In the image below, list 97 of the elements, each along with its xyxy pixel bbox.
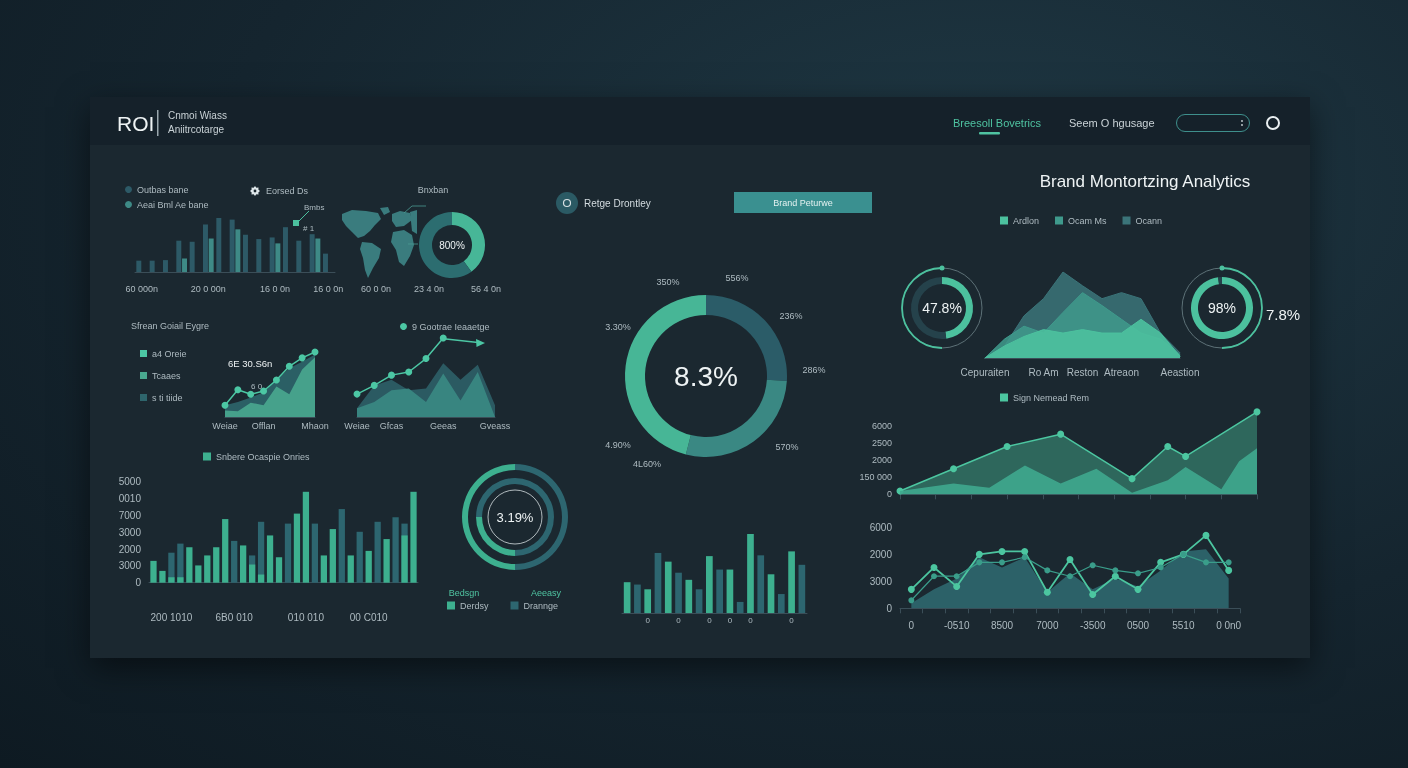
text: 236% [779,311,803,321]
chart-title: Brand Montortzing Analytics [1039,171,1251,191]
text: 286% [802,365,826,375]
text: 4L60% [632,459,662,469]
x-tick-label: Gveass [479,420,511,431]
text: 60 0 0n [360,284,392,294]
text: Seem O hgusage [1069,116,1155,129]
text: 3.19% [496,509,534,525]
text: 2500 [871,437,892,448]
annotation: 6E 30.S6n [228,357,273,369]
legend-label: Drannge [523,600,559,611]
x-tick-label: Atreaon [1103,366,1140,378]
text: 7.8% [1265,305,1301,323]
text: ROI [117,111,155,135]
legend-label: Sign Nemead Rem [1013,392,1090,403]
text: 0 [135,577,142,589]
text: 6000 [871,420,892,431]
x-tick-label: 200 1010 [150,612,193,624]
legend-label: Aeai Bml Ae bane [137,199,209,210]
text: Breesoll Bovetrics [953,116,1042,129]
text: 5000 [118,476,142,488]
text: Bmbs [304,202,325,212]
x-tick-label: Offlan [251,420,276,431]
data-label: 47.8% [922,300,962,316]
x-tick-label: 0 [707,615,713,625]
x-tick-label: Cepuraiten [960,366,1010,378]
text: 3000 [118,526,142,538]
x-tick-label: 00 C010 [349,612,389,624]
x-tick-label: 0 [748,615,754,625]
x-tick-label: 0500 [1126,619,1150,631]
x-tick-label: 0 [676,615,682,625]
x-tick-label: 16 0 0n [313,283,344,294]
x-tick-label: 0 [908,619,915,631]
text: 4.90% [605,440,631,450]
x-tick-label: 0 0n0 [1216,619,1242,631]
text: 556% [725,273,749,283]
text: 6000 [869,521,893,533]
text: 0 [886,602,893,614]
text: Aniitrcotarge [168,124,225,135]
text: 56 4 0n [470,284,502,294]
annotation: 6 0 [251,381,263,391]
x-tick-label: 5510 [1172,619,1195,631]
x-tick-label: Weiae [344,420,370,431]
text: 8.3% [674,360,738,392]
x-tick-label: 010 010 [287,612,325,624]
text: 150 000 [859,472,892,483]
x-tick-label: Weiae [212,420,238,431]
x-tick-label: 8500 [990,619,1014,631]
x-tick-label: Reston [1066,366,1099,378]
legend-label: a4 Oreie [152,348,187,359]
x-tick-label: 0 [727,615,733,625]
x-tick-label: 16 0 0n [259,283,291,294]
x-tick-label: Gfcas [379,420,404,431]
legend-label: Snbere Ocaspie Onries [216,451,311,462]
text: 2000 [871,455,892,465]
text: 2000 [118,543,142,555]
text: Aeeasy [530,588,562,598]
x-tick-label: 0 [789,615,795,625]
x-tick-label: 6B0 010 [215,612,254,624]
text: 23 4 0n [413,284,445,294]
x-tick-label: Geeas [429,420,457,431]
chart-title: Retge Drontley [584,197,651,209]
text: 570% [775,442,799,452]
legend-label: s ti tiide [152,392,183,403]
text: 2000 [869,548,893,560]
text: 3.30% [605,322,631,332]
text: Eorsed Ds [266,186,309,196]
x-tick-label: 0 [645,615,651,625]
text: 7000 [118,509,142,521]
x-tick-label: -0510 [943,619,970,631]
legend-label: Ocam Ms [1068,215,1108,226]
legend-label: Outbas bane [137,184,189,195]
x-tick-label: 60 000n [125,283,158,294]
x-tick-label: 7000 [1036,619,1059,631]
chart-title: Sfrean Goiail Eygre [131,321,210,331]
x-tick-label: -3500 [1079,619,1106,631]
legend-label: Tcaaes [152,370,182,381]
text: 0010 [118,493,142,504]
x-tick-label: Mhaon [301,420,329,431]
legend-label: Ocann [1135,215,1163,226]
text: 0 [886,489,892,500]
x-tick-label: Aeastion [1160,366,1200,378]
text: Bedsgn [448,588,480,598]
text: 350% [656,277,680,287]
x-tick-label: Ro Am [1028,366,1059,378]
text: Cnmoi Wiass [168,110,227,121]
x-tick-label: 20 0 00n [190,283,226,294]
legend-label: Derdsy [460,600,490,611]
text: 3000 [118,560,142,572]
annotation: # 1 [303,223,315,233]
legend-label: Ardlon [1013,215,1040,226]
text: 3000 [869,575,893,587]
action-button: Brand Peturwe [734,192,872,213]
text: 800% [439,239,465,251]
legend-label: 9 Gootrae Ieaaetge [412,321,490,332]
data-label: 98% [1207,300,1237,316]
chart-title: Bnxban [417,185,449,195]
